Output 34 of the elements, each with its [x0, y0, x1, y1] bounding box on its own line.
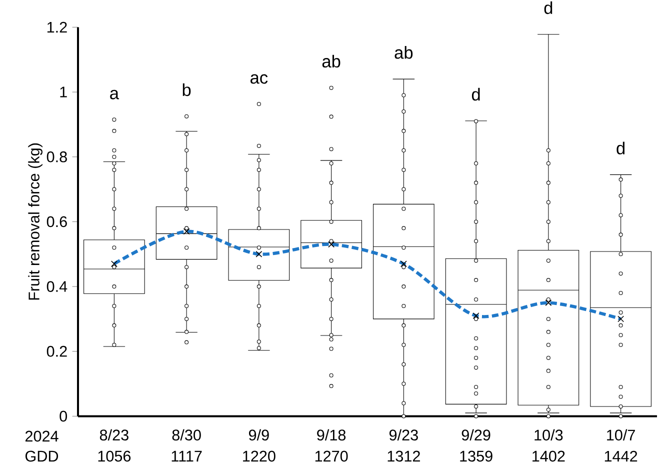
- text: 1402: [532, 450, 565, 462]
- annotation: d: [472, 88, 480, 101]
- y-tick-label: 1: [60, 86, 67, 98]
- annotation: ac: [250, 74, 268, 84]
- x-tick-label: 9/9: [248, 429, 269, 440]
- annotation: a: [110, 90, 120, 100]
- text: d: [544, 1, 552, 14]
- y-tick-label: 0.6: [46, 216, 67, 228]
- x-tick-label: 10/3: [534, 429, 563, 440]
- y-tick-label: 0.4: [46, 281, 68, 292]
- annotation: d: [616, 142, 625, 154]
- text: 1442: [604, 450, 638, 462]
- annotation: b: [182, 83, 191, 96]
- y-tick-label: 0.2: [46, 346, 67, 357]
- x-tick-label: 8/30: [172, 429, 201, 440]
- y-axis-title: Fruit removal force (kg): [28, 143, 42, 300]
- y-tick-label: 0.8: [46, 151, 67, 162]
- text: 1270: [315, 450, 348, 462]
- text: 1359: [460, 450, 492, 462]
- y-tick-label: 0: [60, 410, 67, 422]
- text: 1220: [243, 450, 276, 462]
- text: 1056: [98, 450, 131, 462]
- x-tick-label: 9/29: [462, 429, 490, 440]
- annotation: ab: [322, 54, 340, 68]
- text: 1117: [172, 450, 202, 462]
- x-tick-label: 8/23: [100, 429, 128, 440]
- x-tick-label: 10/7: [607, 429, 635, 440]
- x-tick-label: 9/23: [389, 429, 418, 440]
- annotation: ab: [394, 46, 413, 59]
- text: 1312: [388, 450, 420, 462]
- y-tick-label: 1.2: [47, 22, 67, 33]
- text: GDD: [25, 450, 58, 462]
- x-tick-label: 9/18: [317, 429, 346, 440]
- text: 2024: [25, 430, 58, 442]
